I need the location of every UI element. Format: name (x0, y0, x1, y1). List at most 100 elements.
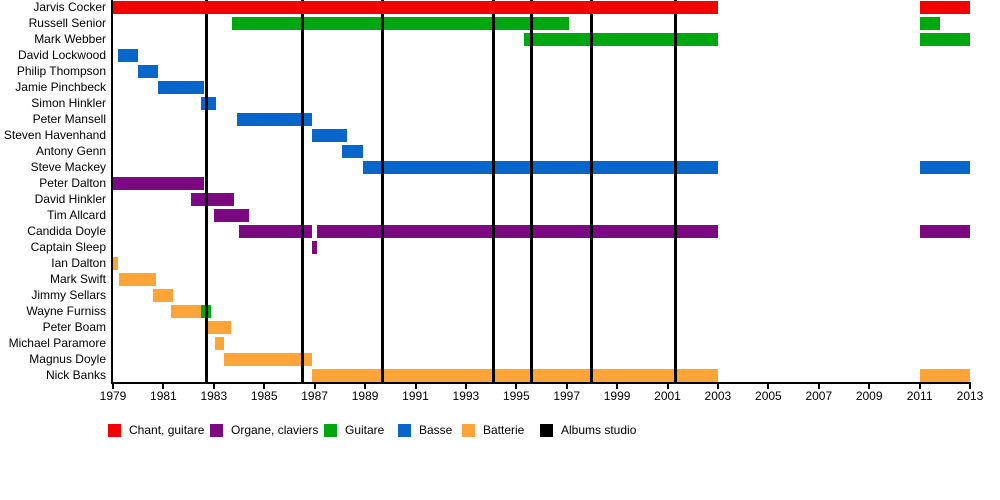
timeline-bar (215, 337, 224, 350)
timeline-bar (138, 65, 159, 78)
x-tick (817, 384, 820, 389)
album-line (673, 0, 677, 383)
y-axis-line (111, 0, 113, 384)
timeline-bar (919, 1, 970, 14)
member-label: Wayne Furniss (26, 304, 106, 318)
x-tick (716, 384, 719, 389)
legend-label: Albums studio (561, 423, 637, 437)
timeline-bar (919, 225, 970, 238)
member-label: Russell Senior (28, 16, 106, 30)
x-tick (616, 384, 619, 389)
member-label: Nick Banks (45, 368, 106, 382)
member-label: Jamie Pinchbeck (15, 80, 106, 94)
x-tick-label: 2005 (755, 389, 782, 403)
timeline-bar (213, 209, 250, 222)
album-line (492, 0, 496, 383)
x-tick (414, 384, 417, 389)
legend-item-guitare: Guitare (324, 423, 384, 437)
timeline-bar (113, 257, 118, 270)
x-tick (212, 384, 215, 389)
member-label: Mark Webber (34, 32, 106, 46)
legend-item-batterie: Batterie (462, 423, 524, 437)
timeline-bar (236, 113, 313, 126)
member-label: Magnus Doyle (29, 352, 106, 366)
album-line (590, 0, 594, 383)
member-label: Candida Doyle (27, 224, 106, 238)
x-tick (364, 384, 367, 389)
album-line (300, 0, 304, 383)
timeline-bar (206, 321, 232, 334)
x-tick-label: 1995 (502, 389, 530, 403)
member-label: Jarvis Cocker (33, 0, 106, 14)
album-line (381, 0, 385, 383)
member-label: Peter Mansell (32, 112, 106, 126)
x-tick (313, 384, 316, 389)
x-tick (112, 384, 114, 389)
timeline-bar (191, 193, 234, 206)
member-label: Steven Havenhand (3, 128, 106, 142)
timeline-bar (312, 129, 348, 142)
x-axis-line (111, 382, 971, 384)
legend-item-organe: Organe, claviers (210, 423, 318, 437)
legend-swatch-guitare (324, 423, 337, 437)
legend-swatch-chant (108, 423, 121, 437)
x-tick-label: 2007 (805, 389, 833, 403)
x-tick-label: 1997 (553, 389, 581, 403)
timeline-bar (113, 1, 718, 14)
x-tick-label: 1979 (99, 389, 127, 403)
x-tick-label: 2013 (956, 389, 984, 403)
legend-swatch-organe (210, 423, 223, 437)
timeline-bar (158, 81, 204, 94)
x-tick-label: 1989 (351, 389, 379, 403)
timeline-bar (118, 49, 139, 62)
album-line (529, 0, 533, 383)
member-label: Simon Hinkler (31, 96, 106, 110)
legend-swatch-basse (398, 423, 411, 437)
timeline-bar (312, 369, 718, 382)
legend-label: Organe, claviers (231, 423, 319, 437)
x-tick-label: 2009 (855, 389, 883, 403)
x-tick-label: 1999 (603, 389, 631, 403)
x-tick-label: 1985 (250, 389, 278, 403)
legend-swatch-albums (540, 423, 553, 437)
member-label: Antony Genn (35, 144, 106, 158)
x-tick-label: 2001 (654, 389, 681, 403)
x-tick-label: 2003 (704, 389, 732, 403)
x-tick (515, 384, 518, 389)
timeline-bar (317, 225, 718, 238)
x-tick-label: 1983 (200, 389, 228, 403)
member-label: Captain Sleep (30, 240, 106, 254)
legend-item-albums: Albums studio (540, 423, 636, 437)
timeline-bar (113, 177, 204, 190)
x-tick (918, 384, 921, 389)
x-tick (464, 384, 467, 389)
member-label: Michael Paramore (8, 336, 106, 350)
x-tick-label: 2011 (906, 389, 933, 403)
timeline-bar (919, 161, 970, 174)
timeline-bar (223, 353, 313, 366)
timeline-bar (342, 145, 363, 158)
timeline-bar (171, 305, 202, 318)
timeline-bar (119, 273, 156, 286)
x-tick-label: 1993 (452, 389, 480, 403)
timeline-bar (231, 17, 570, 30)
member-label: Philip Thompson (16, 64, 106, 78)
timeline-bar (919, 17, 940, 30)
x-tick-label: 1991 (402, 389, 429, 403)
x-tick (162, 384, 165, 389)
timeline-bar (201, 97, 217, 110)
member-label: Ian Dalton (51, 256, 106, 270)
timeline-bar (153, 289, 174, 302)
legend-swatch-batterie (462, 423, 475, 437)
member-label: Peter Boam (42, 320, 106, 334)
member-label: Peter Dalton (39, 176, 106, 190)
timeline-bar (239, 225, 313, 238)
legend-label: Guitare (345, 423, 385, 437)
legend-label: Batterie (483, 423, 525, 437)
member-label: Tim Allcard (47, 208, 106, 222)
legend-label: Basse (419, 423, 453, 437)
x-tick (868, 384, 871, 389)
member-label: Steve Mackey (30, 160, 106, 174)
